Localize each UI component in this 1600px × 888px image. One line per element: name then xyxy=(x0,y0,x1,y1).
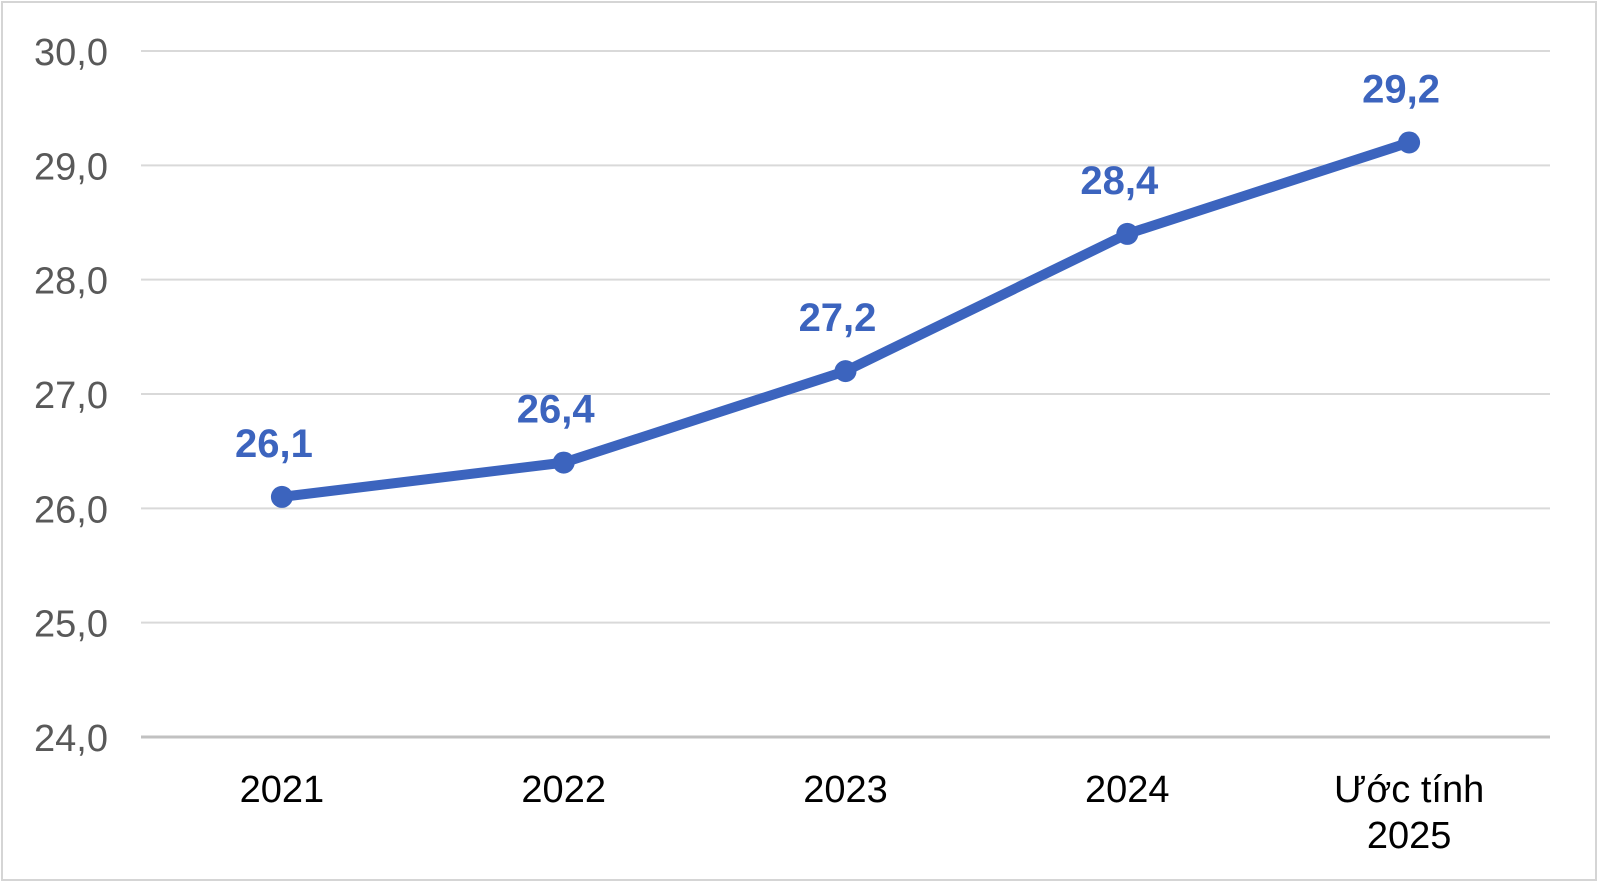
data-point-label: 28,4 xyxy=(1080,159,1159,203)
data-point-marker xyxy=(270,485,293,508)
data-point-label: 29,2 xyxy=(1362,67,1440,111)
y-tick-label: 26,0 xyxy=(34,489,108,531)
x-tick-label: Ước tính xyxy=(1334,769,1484,811)
y-tick-label: 28,0 xyxy=(34,261,108,303)
data-point-label: 26,1 xyxy=(235,422,313,466)
data-point-marker xyxy=(1116,222,1139,245)
x-tick-label: 2025 xyxy=(1367,815,1452,857)
y-tick-label: 25,0 xyxy=(34,604,108,646)
data-point-label: 27,2 xyxy=(799,296,877,340)
data-point-marker xyxy=(552,451,575,474)
y-tick-label: 27,0 xyxy=(34,375,108,417)
y-tick-label: 30,0 xyxy=(34,32,108,74)
x-tick-label: 2022 xyxy=(521,769,606,811)
x-tick-label: 2023 xyxy=(803,769,888,811)
data-point-label: 26,4 xyxy=(517,388,596,432)
data-point-marker xyxy=(834,360,857,383)
x-tick-label: 2021 xyxy=(240,769,325,811)
data-point-marker xyxy=(1398,131,1421,154)
y-tick-label: 29,0 xyxy=(34,146,108,188)
x-tick-label: 2024 xyxy=(1085,769,1170,811)
y-tick-label: 24,0 xyxy=(34,718,108,760)
